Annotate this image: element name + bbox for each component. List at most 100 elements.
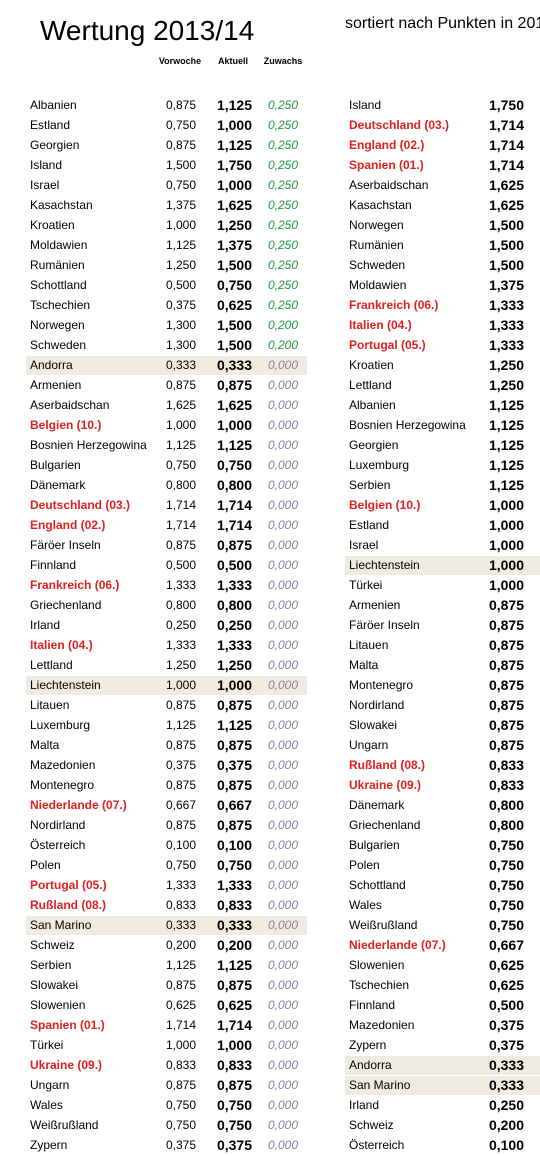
country: Spanien (01.) [30,1018,105,1032]
zuwachs: 0,000 [267,878,298,892]
aktuell: 0,833 [488,777,524,793]
aktuell: 1,125 [216,717,252,733]
country: Spanien (01.) [349,158,424,172]
aktuell: 0,875 [488,597,524,613]
aktuell: 0,375 [488,1017,524,1033]
vorwoche: 0,833 [165,1058,196,1072]
country: Frankreich (06.) [349,298,439,312]
zuwachs: 0,000 [267,1018,298,1032]
vorwoche: 0,875 [165,98,196,112]
row-highlight [345,555,540,575]
zuwachs: 0,250 [267,98,298,112]
aktuell: 1,000 [216,117,252,133]
vorwoche: 0,667 [165,798,196,812]
vorwoche: 0,200 [165,938,196,952]
aktuell: 1,000 [216,177,252,193]
zuwachs: 0,000 [267,918,298,932]
aktuell: 1,625 [488,177,524,193]
vorwoche: 1,625 [165,398,196,412]
aktuell: 0,375 [488,1037,524,1053]
vorwoche: 0,875 [165,978,196,992]
country: Österreich [30,838,86,852]
aktuell: 1,714 [216,1017,252,1033]
vorwoche: 0,500 [165,558,196,572]
vorwoche: 1,250 [165,658,196,672]
zuwachs: 0,000 [267,798,298,812]
country: Portugal (05.) [349,338,426,352]
country: San Marino [30,918,92,932]
zuwachs: 0,250 [267,278,298,292]
vorwoche: 0,875 [165,138,196,152]
zuwachs: 0,000 [267,358,298,372]
zuwachs: 0,250 [267,178,298,192]
vorwoche: 1,125 [165,438,196,452]
country: Moldawien [349,278,407,292]
vorwoche: 0,875 [165,778,196,792]
aktuell: 0,200 [216,937,252,953]
zuwachs: 0,000 [267,778,298,792]
country: Rußland (08.) [349,758,426,772]
aktuell: 1,000 [488,537,524,553]
vorwoche: 0,875 [165,1078,196,1092]
country: Liechtenstein [349,558,420,572]
row-highlight [26,675,307,695]
country: England (02.) [349,138,425,152]
country: Norwegen [349,218,404,232]
country: Montenegro [349,678,414,692]
vorwoche: 1,300 [165,338,196,352]
country: England (02.) [30,518,106,532]
vorwoche: 1,125 [165,958,196,972]
country: Kasachstan [30,198,93,212]
vorwoche: 0,875 [165,818,196,832]
country: Deutschland (03.) [349,118,450,132]
vorwoche: 0,875 [165,698,196,712]
country: Litauen [30,698,70,712]
aktuell: 0,375 [216,1137,252,1153]
column-header: Vorwoche [158,56,202,66]
vorwoche: 1,333 [165,878,196,892]
aktuell: 1,714 [488,117,524,133]
vorwoche: 0,750 [165,1098,196,1112]
aktuell: 1,375 [216,237,252,253]
aktuell: 1,250 [488,377,524,393]
country: Estland [30,118,71,132]
aktuell: 1,625 [216,397,252,413]
country: Schweiz [349,1118,394,1132]
zuwachs: 0,250 [267,118,298,132]
aktuell: 1,625 [488,197,524,213]
aktuell: 1,125 [216,957,252,973]
aktuell: 0,750 [488,917,524,933]
aktuell: 0,750 [488,857,524,873]
zuwachs: 0,000 [267,538,298,552]
country: Island [349,98,382,112]
zuwachs: 0,000 [267,438,298,452]
vorwoche: 0,833 [165,898,196,912]
country: Serbien [30,958,72,972]
aktuell: 0,833 [488,757,524,773]
vorwoche: 0,800 [165,598,196,612]
row-highlight [345,1075,540,1095]
vorwoche: 1,000 [165,418,196,432]
country: Armenien [349,598,401,612]
vorwoche: 1,125 [165,718,196,732]
vorwoche: 1,000 [165,1038,196,1052]
aktuell: 0,800 [216,477,252,493]
country: Luxemburg [30,718,91,732]
zuwachs: 0,000 [267,858,298,872]
country: Ukraine (09.) [30,1058,103,1072]
vorwoche: 0,333 [165,358,196,372]
zuwachs: 0,000 [267,758,298,772]
aktuell: 1,750 [216,157,252,173]
country: Aserbaidschan [349,178,429,192]
country: Niederlande (07.) [30,798,127,812]
vorwoche: 0,875 [165,738,196,752]
country: Färöer Inseln [349,618,420,632]
country: Nordirland [30,818,86,832]
country: Nordirland [349,698,405,712]
aktuell: 0,667 [488,937,524,953]
country: Israel [30,178,60,192]
aktuell: 0,833 [216,897,252,913]
aktuell: 0,875 [488,737,524,753]
aktuell: 1,000 [488,577,524,593]
